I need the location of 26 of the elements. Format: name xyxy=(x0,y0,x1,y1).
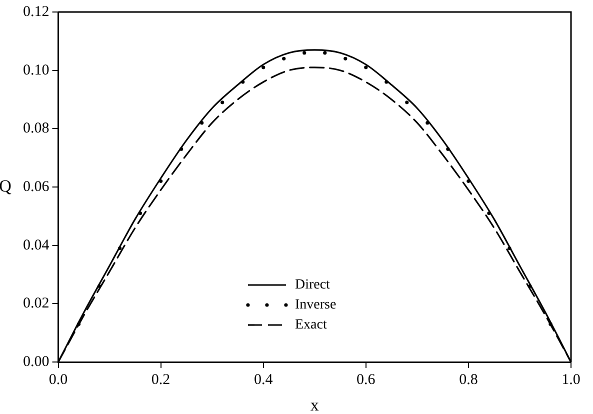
point xyxy=(323,51,327,55)
x-tick-label: 0.4 xyxy=(254,372,274,388)
y-tick-label: 0.04 xyxy=(23,237,50,254)
point xyxy=(302,51,306,55)
x-tick-label: 0.2 xyxy=(151,372,170,388)
x-tick-label: 1.0 xyxy=(562,372,580,388)
legend-label: Direct xyxy=(294,278,330,293)
x-tick-label: 0.6 xyxy=(356,372,376,388)
x-tick-label: 0.8 xyxy=(459,372,478,388)
point xyxy=(344,56,348,60)
x-axis-title: x xyxy=(310,395,320,414)
y-tick-label: 0.00 xyxy=(23,354,50,370)
y-axis-title: Q xyxy=(0,176,12,196)
point xyxy=(262,66,266,70)
y-tick-label: 0.10 xyxy=(23,62,50,78)
point xyxy=(405,100,409,104)
y-tick-label: 0.02 xyxy=(23,296,50,312)
point xyxy=(220,100,224,104)
y-tick-label: 0.12 xyxy=(23,4,50,20)
legend-label: Exact xyxy=(294,318,327,333)
x-tick-label: 0.0 xyxy=(48,372,68,388)
y-tick-label: 0.06 xyxy=(23,178,50,195)
point xyxy=(364,66,368,70)
point xyxy=(282,56,286,60)
legend-label: Inverse xyxy=(294,298,336,313)
y-tick-label: 0.08 xyxy=(23,120,50,137)
